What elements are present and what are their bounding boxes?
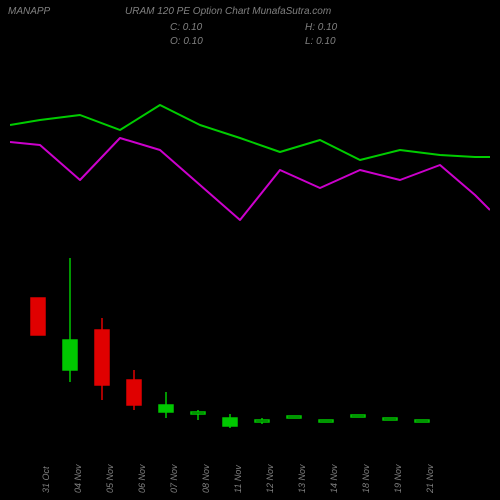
x-axis-label: 07 Nov xyxy=(169,464,174,493)
x-axis-label: 08 Nov xyxy=(201,464,206,493)
candle-body xyxy=(255,420,269,422)
candle-body xyxy=(351,415,365,417)
candle-body xyxy=(319,420,333,422)
candle-body xyxy=(127,380,141,405)
x-axis-label: 12 Nov xyxy=(265,464,270,493)
x-axis-label: 14 Nov xyxy=(329,464,334,493)
chart-area xyxy=(10,60,490,440)
candle-body xyxy=(223,418,237,426)
x-axis-label: 18 Nov xyxy=(361,464,366,493)
x-axis-label: 19 Nov xyxy=(393,464,398,493)
candle-body xyxy=(31,298,45,335)
x-axis-label: 13 Nov xyxy=(297,464,302,493)
indicator-line-green xyxy=(10,105,490,160)
candle-body xyxy=(95,330,109,385)
x-axis-label: 11 Nov xyxy=(233,465,238,493)
x-axis-labels: 31 Oct 04 Nov 05 Nov 06 Nov 07 Nov 08 Nov 11 N… xyxy=(10,445,490,500)
candle-body xyxy=(63,340,77,370)
ohlc-close: C: 0.10 xyxy=(170,22,202,33)
candle-body xyxy=(415,420,429,422)
candle-body xyxy=(159,405,173,412)
ohlc-low: L: 0.10 xyxy=(305,36,336,47)
x-axis-label: 31 Oct xyxy=(41,466,46,493)
x-axis-label: 06 Nov xyxy=(137,464,142,493)
x-axis-label: 21 Nov xyxy=(425,464,430,493)
ohlc-high: H: 0.10 xyxy=(305,22,337,33)
x-axis-label: 04 Nov xyxy=(73,464,78,493)
indicator-line-magenta xyxy=(10,138,490,220)
chart-svg xyxy=(10,60,490,440)
header-row: MANAPP URAM 120 PE Option Chart MunafaSu… xyxy=(0,6,500,20)
candle-body xyxy=(191,412,205,414)
symbol-label: MANAPP xyxy=(8,6,50,17)
ohlc-open: O: 0.10 xyxy=(170,36,203,47)
candle-body xyxy=(383,418,397,420)
x-axis-label: 05 Nov xyxy=(105,464,110,493)
candle-body xyxy=(287,416,301,418)
chart-title: URAM 120 PE Option Chart MunafaSutra.com xyxy=(125,6,331,17)
